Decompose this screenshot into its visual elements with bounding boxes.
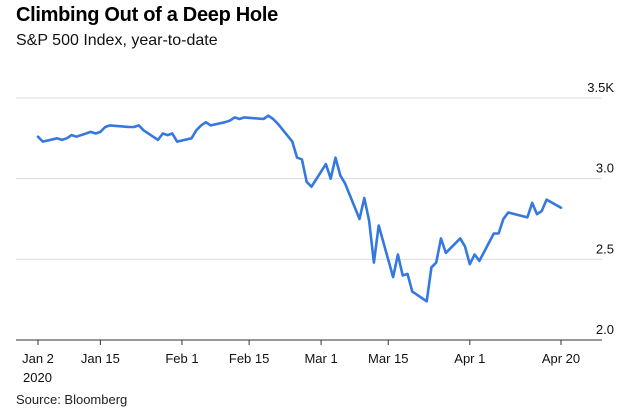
y-tick-label: 2.5 bbox=[596, 241, 614, 256]
x-tick-label: Mar 15 bbox=[368, 351, 408, 366]
chart-subtitle: S&P 500 Index, year-to-date bbox=[16, 32, 218, 49]
chart-title: Climbing Out of a Deep Hole bbox=[16, 4, 278, 26]
x-tick-label: Apr 20 bbox=[542, 351, 580, 366]
x-tick-sublabel: 2020 bbox=[23, 370, 52, 385]
gridlines bbox=[16, 97, 602, 260]
y-tick-label: 3.0 bbox=[596, 161, 614, 176]
source-note: Source: Bloomberg bbox=[16, 392, 128, 407]
series-layer bbox=[36, 114, 563, 303]
x-tick-label: Apr 1 bbox=[454, 351, 485, 366]
x-tick-label: Jan 15 bbox=[81, 351, 120, 366]
x-tick-label: Mar 1 bbox=[304, 351, 337, 366]
series-line-0 bbox=[36, 114, 563, 303]
x-axis: Jan 2 2020 Jan 15 Feb 1 Feb 15 Mar 1 Mar 15 Apr… bbox=[16, 339, 602, 385]
x-tick-label: Jan 2 bbox=[22, 351, 54, 366]
y-tick-label: 2.0 bbox=[596, 322, 614, 337]
x-tick-label: Feb 15 bbox=[229, 351, 269, 366]
y-tick-label: 3.5K bbox=[587, 80, 614, 95]
y-axis-ticks: 3.5K 3.0 2.5 2.0 bbox=[587, 80, 614, 337]
x-tick-label: Feb 1 bbox=[165, 351, 198, 366]
